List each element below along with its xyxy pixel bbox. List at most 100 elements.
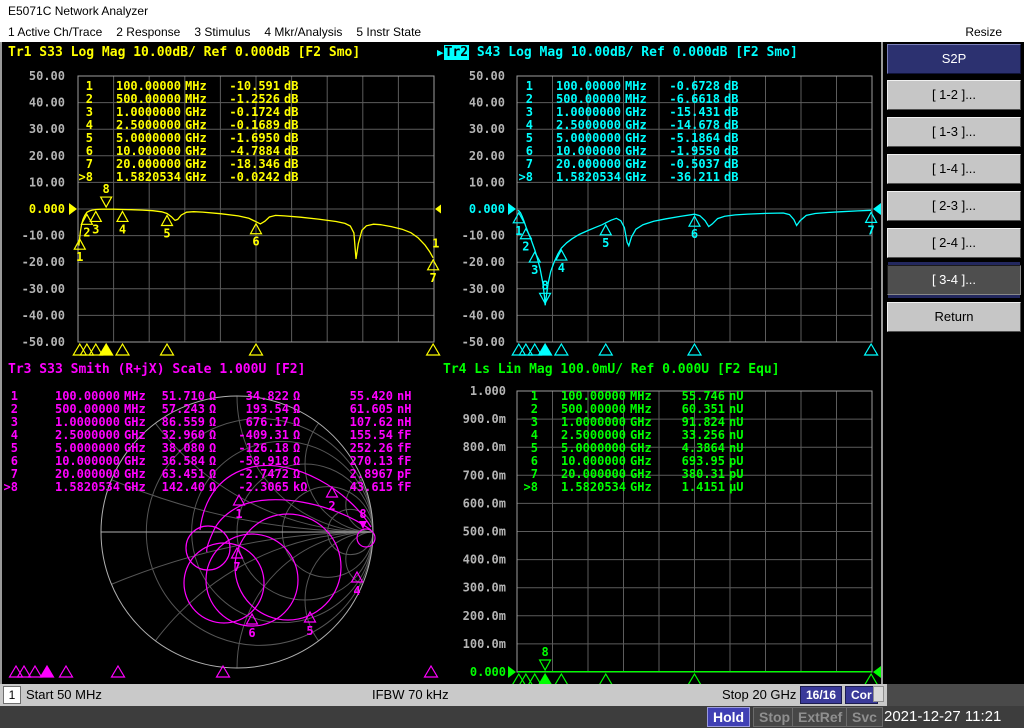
svg-text:1: 1 [76,250,83,264]
tr1-title[interactable]: Tr1 S33 Log Mag 10.00dB/ Ref 0.000dB [F2… [8,45,360,60]
svg-text:7: 7 [429,271,436,285]
svc-indicator: Svc [846,707,883,727]
marker-triangle-icon [425,342,441,356]
softkey-2-3[interactable]: [ 2-3 ]... [887,191,1021,221]
svg-text:30.00: 30.00 [29,122,65,136]
marker-triangle-icon [249,222,263,235]
window-left-edge [0,42,2,706]
softkey-3-4-active[interactable]: [ 3-4 ]... [887,265,1021,295]
svg-text:8: 8 [103,182,110,196]
marker-row: >8 1.5820534 GHz -0.0242 dB [78,170,299,184]
marker-row: 7 20.000000 GHz -18.346 dB [85,157,299,171]
svg-text:-10.00: -10.00 [462,229,505,243]
channel-number-box: 1 [3,686,21,704]
marker-triangle-icon [687,214,702,227]
svg-text:1.000: 1.000 [470,384,506,398]
marker-triangle-icon [115,210,130,223]
tr4-label: Tr4 [443,362,467,377]
marker-triangle-icon [863,342,879,356]
marker-triangle-icon [687,672,702,684]
marker-triangle-icon [864,211,878,223]
tr4-format-text: Ls Lin Mag 100.0mU/ Ref 0.000U [F2 Equ] [466,362,780,377]
menu-instr-state[interactable]: 5 Instr State [356,25,422,39]
marker-triangle-icon [89,210,103,223]
softkey-1-2[interactable]: [ 1-2 ]... [887,80,1021,110]
marker-row: 7 20.000000 GHz 63.451 Ω -2.7472 Ω 2.8967 pF [10,467,412,481]
marker-triangle-icon [215,664,231,678]
menu-mkr-analysis[interactable]: 4 Mkr/Analysis [264,25,343,39]
marker-row: 1 100.00000 MHz 51.710 Ω 34.822 Ω 55.420 nH [10,389,412,403]
marker-row: 4 2.5000000 GHz 32.960 Ω -409.31 Ω 155.54 fF [10,428,412,442]
tr2-title[interactable]: ▶Tr2 S43 Log Mag 10.00dB/ Ref 0.000dB [F… [437,45,798,60]
marker-triangle-icon [99,196,113,209]
softkey-return[interactable]: Return [887,302,1021,332]
svg-text:700.0m: 700.0m [463,468,506,482]
marker-row: 6 10.000000 GHz 36.584 Ω -58.918 Ω 270.13 fF [10,454,412,468]
marker-triangle-icon [519,227,533,240]
menu-stimulus[interactable]: 3 Stimulus [194,25,251,39]
softkey-1-4[interactable]: [ 1-4 ]... [887,154,1021,184]
marker-triangle-icon [248,342,264,356]
svg-text:5: 5 [163,227,170,241]
marker-triangle-icon [359,521,367,529]
window-title: E5071C Network Analyzer [0,0,1024,22]
softkey-2-4[interactable]: [ 2-4 ]... [887,228,1021,258]
marker-triangle-icon [79,342,95,356]
marker-triangle-icon [426,258,440,271]
svg-text:2: 2 [522,240,529,254]
start-frequency: Start 50 MHz [26,687,102,702]
softkey-panel: S2P [ 1-2 ]... [ 1-3 ]... [ 1-4 ]... [ 2… [881,42,1024,684]
marker-row: 5 5.0000000 GHz 4.3864 nU [530,441,744,455]
marker-row: 4 2.5000000 GHz -0.1689 dB [85,118,299,132]
marker-triangle-icon [599,223,613,236]
status-bar-filler [887,684,1024,706]
ref-level-pointer-icon [69,203,77,215]
marker-row: 5 5.0000000 GHz -1.6950 dB [85,131,299,145]
marker-row: 7 20.000000 GHz 380.31 pU [530,467,744,481]
svg-text:6: 6 [248,626,255,640]
marker-triangle-icon [553,342,569,356]
menu-active-ch-trace[interactable]: 1 Active Ch/Trace [8,25,103,39]
stop-frequency: Stop 20 GHz [722,687,797,702]
marker-triangle-icon [686,342,703,356]
marker-row: 1 100.00000 MHz -0.6728 dB [525,79,739,93]
svg-text:7: 7 [867,223,874,237]
marker-triangle-icon [230,546,244,559]
marker-row: 3 1.0000000 GHz 91.824 nU [530,415,744,429]
marker-row: >8 1.5820534 GHz -36.211 dB [518,170,739,184]
svg-text:8: 8 [359,507,366,521]
svg-text:6: 6 [691,227,698,241]
svg-text:500.0m: 500.0m [463,525,506,539]
marker-triangle-icon [538,672,552,684]
marker-triangle-icon [159,342,175,356]
svg-text:300.0m: 300.0m [463,581,506,595]
svg-text:800.0m: 800.0m [463,440,506,454]
svg-text:-20.00: -20.00 [22,255,65,269]
marker-row: 6 10.000000 GHz -1.9550 dB [525,144,739,158]
marker-triangle-icon [598,342,614,356]
tr3-format-text: S33 Smith (R+jX) Scale 1.000U [F2] [31,362,306,377]
tr1-chart: 50.00 40.00 30.00 20.00 10.00 0.000 -10.00 -20.… [22,69,441,356]
svg-text:1: 1 [515,224,522,238]
marker-triangle-icon [16,664,32,678]
marker-triangle-icon [528,250,542,263]
marker-triangle-icon [114,342,131,356]
svg-text:5: 5 [602,236,609,250]
tr4-title[interactable]: Tr4 Ls Lin Mag 100.0mU/ Ref 0.000U [F2 E… [443,362,780,377]
marker-row: 5 5.0000000 GHz -5.1864 dB [525,131,739,145]
svg-text:10.00: 10.00 [29,175,65,189]
ref-level-pointer-icon [508,203,516,215]
softkey-s2p[interactable]: S2P [887,44,1021,74]
marker-triangle-icon [27,664,43,678]
softkey-1-3[interactable]: [ 1-3 ]... [887,117,1021,147]
svg-text:30.00: 30.00 [469,122,505,136]
tr3-title[interactable]: Tr3 S33 Smith (R+jX) Scale 1.000U [F2] [8,362,305,377]
menu-resize[interactable]: Resize [965,25,1002,39]
marker-triangle-icon [80,213,94,225]
marker-triangle-icon [350,570,364,583]
marker-row: 3 1.0000000 GHz -0.1724 dB [85,105,299,119]
menu-response[interactable]: 2 Response [116,25,181,39]
marker-triangle-icon [8,664,24,678]
svg-text:0.000: 0.000 [29,202,65,216]
